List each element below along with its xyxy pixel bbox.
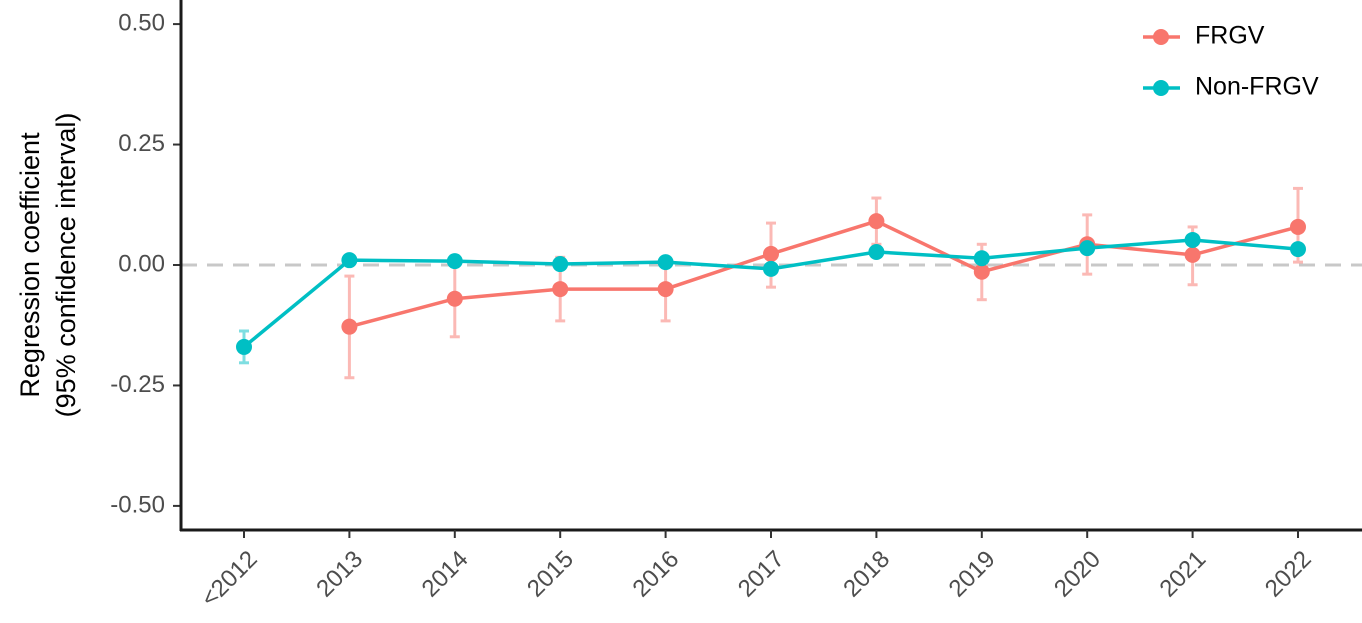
point	[973, 250, 990, 267]
legend-label: FRGV	[1195, 22, 1265, 50]
x-tick-label: 2019	[944, 546, 1001, 603]
x-tick-label: 2021	[1154, 546, 1211, 603]
y-tick-label: 0.00	[118, 250, 165, 277]
point	[1290, 218, 1306, 235]
y-tick-label: -0.25	[110, 371, 165, 398]
point	[341, 252, 358, 269]
x-tick-label: 2015	[522, 546, 579, 603]
point	[1290, 241, 1306, 258]
legend-label: Non-FRGV	[1195, 73, 1319, 101]
y-tick-label: 0.25	[118, 130, 165, 157]
point	[552, 256, 569, 273]
x-tick-label: 2020	[1049, 546, 1106, 603]
point	[763, 245, 779, 262]
point	[236, 338, 252, 355]
point	[1079, 240, 1096, 257]
point	[868, 213, 885, 230]
point	[763, 260, 779, 277]
x-tick-label: 2013	[311, 546, 368, 603]
y-tick-label: -0.50	[110, 491, 165, 518]
legend-marker	[1153, 29, 1169, 45]
x-tick-label: 2017	[733, 546, 790, 603]
x-tick-label: <2012	[196, 546, 263, 613]
point	[1184, 231, 1201, 248]
y-axis-title: Regression coefficient	[15, 132, 45, 398]
legend-marker	[1153, 80, 1169, 96]
x-tick-label: 2018	[838, 546, 895, 603]
y-tick-label: 0.50	[118, 9, 165, 36]
point	[657, 281, 674, 298]
point	[446, 290, 463, 307]
point	[868, 243, 885, 260]
series-line	[348, 219, 1299, 329]
point	[552, 281, 569, 298]
x-tick-label: 2016	[627, 546, 684, 603]
point	[973, 263, 990, 280]
point	[341, 318, 358, 335]
x-tick-label: 2014	[417, 546, 474, 603]
point	[446, 253, 463, 270]
x-tick-label: 2022	[1260, 546, 1317, 603]
point	[1184, 246, 1201, 263]
point	[657, 254, 674, 271]
y-axis-title: (95% confidence interval)	[51, 113, 81, 418]
